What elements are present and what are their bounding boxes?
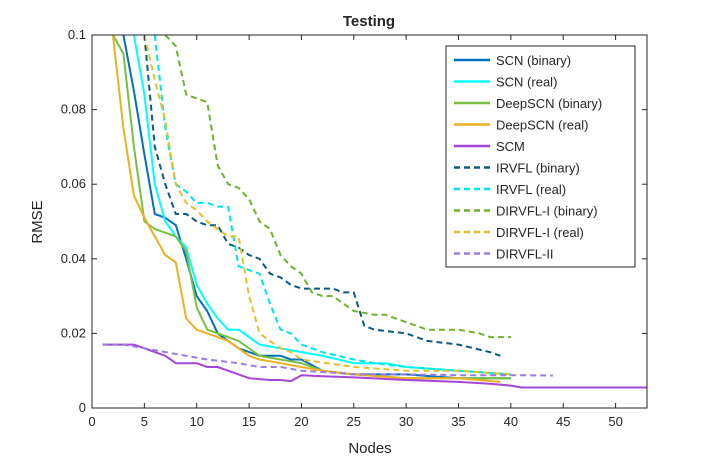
x-tick-label: 15 xyxy=(242,414,256,429)
x-tick-label: 40 xyxy=(504,414,518,429)
y-tick-label: 0.04 xyxy=(61,251,86,266)
x-axis: 0 5 10 15 20 25 30 35 40 45 50 xyxy=(88,35,623,429)
x-tick-label: 30 xyxy=(399,414,413,429)
legend-label: DIRVFL-I (binary) xyxy=(496,204,598,219)
series-line-dirvfl-i-binary xyxy=(164,35,511,339)
y-tick-label: 0 xyxy=(79,400,86,415)
x-tick-label: 35 xyxy=(451,414,465,429)
series-line-irvfl-binary xyxy=(143,35,501,357)
x-tick-label: 0 xyxy=(88,414,95,429)
x-tick-label: 20 xyxy=(294,414,308,429)
x-tick-label: 5 xyxy=(141,414,148,429)
legend-label: DeepSCN (real) xyxy=(496,118,588,133)
legend-label: IRVFL (real) xyxy=(496,182,566,197)
series-line-dirvfl-i-real xyxy=(143,35,511,376)
series-line-scm xyxy=(102,343,647,389)
legend-label: IRVFL (binary) xyxy=(496,161,580,176)
y-tick-label: 0.1 xyxy=(68,27,86,42)
y-axis-label: RMSE xyxy=(29,200,46,243)
y-tick-label: 0.06 xyxy=(61,176,86,191)
x-axis-label: Nodes xyxy=(348,440,391,457)
legend-label: DeepSCN (binary) xyxy=(496,96,602,111)
series-line-irvfl-real xyxy=(153,35,511,376)
series-line-dirvfl-ii xyxy=(102,343,553,377)
series-lines xyxy=(102,35,647,389)
y-tick-label: 0.02 xyxy=(61,325,86,340)
legend-label: SCN (binary) xyxy=(496,53,571,68)
y-tick-label: 0.08 xyxy=(61,102,86,117)
x-tick-label: 25 xyxy=(347,414,361,429)
legend: SCN (binary) SCN (real) DeepSCN (binary) De… xyxy=(445,45,636,268)
legend-label: SCN (real) xyxy=(496,75,557,90)
y-axis: 0 0.02 0.04 0.06 0.08 0.1 xyxy=(61,27,647,415)
chart-title: Testing xyxy=(343,13,395,30)
x-tick-label: 45 xyxy=(556,414,570,429)
legend-box xyxy=(445,45,636,268)
legend-label: SCM xyxy=(496,139,525,154)
x-tick-label: 50 xyxy=(608,414,622,429)
x-tick-label: 10 xyxy=(189,414,203,429)
series-line-deepscn-real xyxy=(111,35,501,383)
legend-label: DIRVFL-I (real) xyxy=(496,225,584,240)
legend-label: DIRVFL-II xyxy=(496,247,554,262)
plot-frame xyxy=(91,34,648,409)
